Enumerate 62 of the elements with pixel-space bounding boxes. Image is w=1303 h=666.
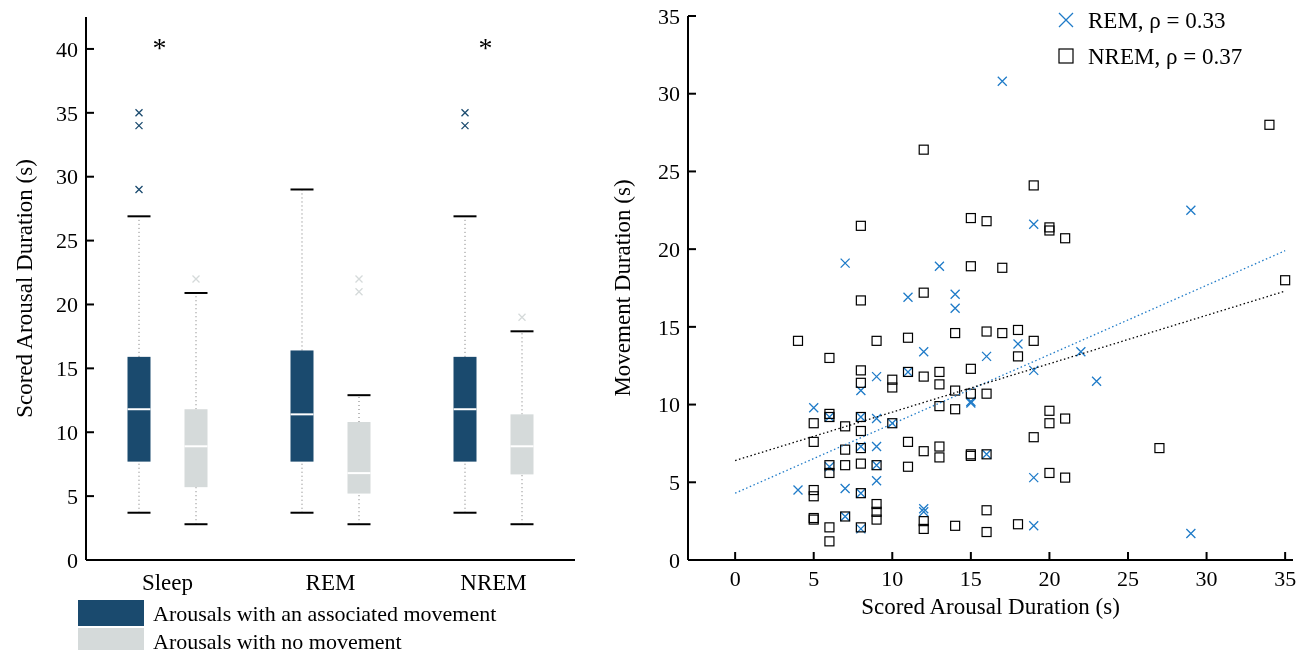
x-tick-label: NREM xyxy=(460,570,527,595)
legend-label: NREM, ρ = 0.37 xyxy=(1088,44,1243,70)
point xyxy=(871,475,882,486)
legend-label: REM, ρ = 0.33 xyxy=(1088,8,1226,34)
point xyxy=(1075,346,1087,357)
y-tick-label: 20 xyxy=(658,236,680,262)
y-tick-label: 5 xyxy=(67,483,78,509)
x-tick-label: 15 xyxy=(959,566,982,591)
x-tick-label: 35 xyxy=(1274,566,1297,591)
x-tick-label: 25 xyxy=(1117,566,1139,591)
annotation: * xyxy=(152,32,167,63)
x-tick-label: 30 xyxy=(1195,566,1218,591)
point xyxy=(934,261,945,272)
point xyxy=(1012,338,1024,350)
point xyxy=(1028,219,1039,230)
y-tick-label: 10 xyxy=(658,392,680,418)
y-tick-label: 10 xyxy=(56,419,78,445)
y-tick-label: 25 xyxy=(56,228,78,254)
point xyxy=(871,441,882,452)
x-tick-label: REM xyxy=(305,570,356,595)
legend-label: Arousals with an associated movement xyxy=(153,600,497,626)
point xyxy=(997,76,1008,87)
point xyxy=(792,484,804,496)
y-tick-label: 40 xyxy=(56,36,78,62)
point xyxy=(949,303,961,314)
point xyxy=(1185,528,1197,539)
point xyxy=(1028,472,1039,483)
point xyxy=(902,292,914,303)
point xyxy=(871,413,882,424)
y-tick-label: 15 xyxy=(658,314,680,340)
y-axis-title: Scored Arousal Duration (s) xyxy=(12,159,37,418)
x-tick-label: 5 xyxy=(808,566,820,591)
point xyxy=(808,402,819,413)
point xyxy=(839,257,851,269)
x-tick-label: 10 xyxy=(881,566,904,591)
point xyxy=(839,483,851,494)
y-tick-label: 35 xyxy=(658,3,680,29)
y-tick-label: 30 xyxy=(658,81,680,107)
y-tick-label: 35 xyxy=(56,100,78,126)
point xyxy=(981,351,992,362)
y-tick-label: 0 xyxy=(67,547,78,573)
point xyxy=(871,371,882,382)
x-tick-label: 20 xyxy=(1038,566,1061,591)
legend-label: Arousals with no movement xyxy=(153,628,402,654)
point xyxy=(1185,205,1197,216)
point xyxy=(1091,376,1102,387)
point xyxy=(949,289,961,300)
point xyxy=(1028,365,1039,376)
y-tick-label: 25 xyxy=(658,159,680,185)
y-axis-title: Movement Duration (s) xyxy=(610,179,635,397)
y-tick-label: 5 xyxy=(669,469,680,495)
x-tick-label: 0 xyxy=(729,566,741,591)
y-tick-label: 15 xyxy=(56,356,78,382)
point xyxy=(855,385,867,396)
x-axis-title: Scored Arousal Duration (s) xyxy=(861,594,1120,619)
x-tick-label: Sleep xyxy=(141,570,194,595)
y-tick-label: 30 xyxy=(56,164,78,190)
annotation: * xyxy=(478,32,493,63)
point xyxy=(1028,520,1039,531)
y-tick-label: 20 xyxy=(56,292,78,318)
y-tick-label: 0 xyxy=(669,547,680,573)
point xyxy=(918,346,929,357)
